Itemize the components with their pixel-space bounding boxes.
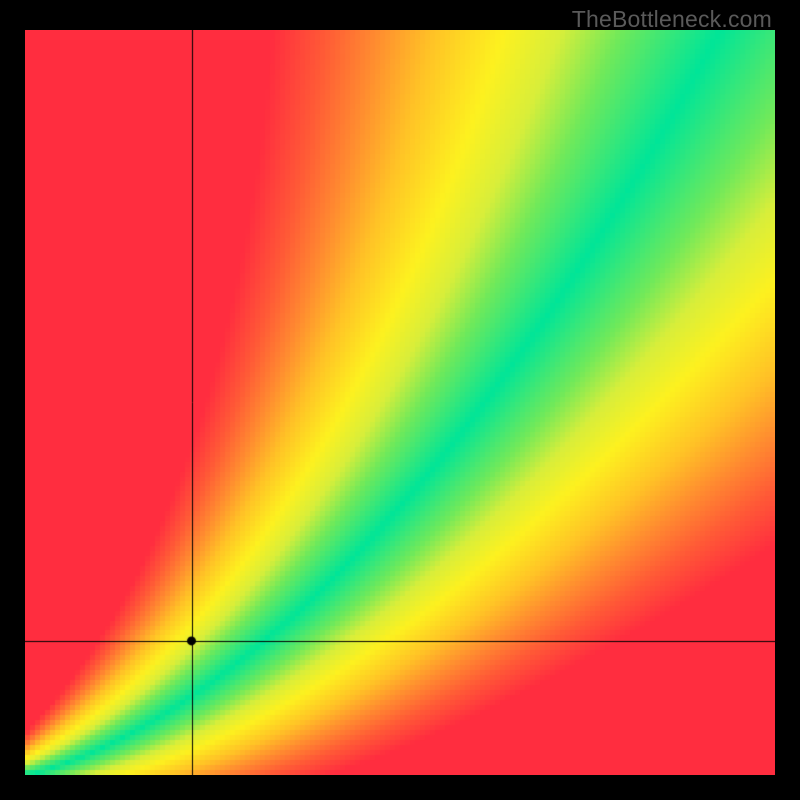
- watermark-text: TheBottleneck.com: [572, 6, 772, 33]
- bottleneck-heatmap: [25, 30, 775, 775]
- chart-container: { "watermark": "TheBottleneck.com", "col…: [0, 0, 800, 800]
